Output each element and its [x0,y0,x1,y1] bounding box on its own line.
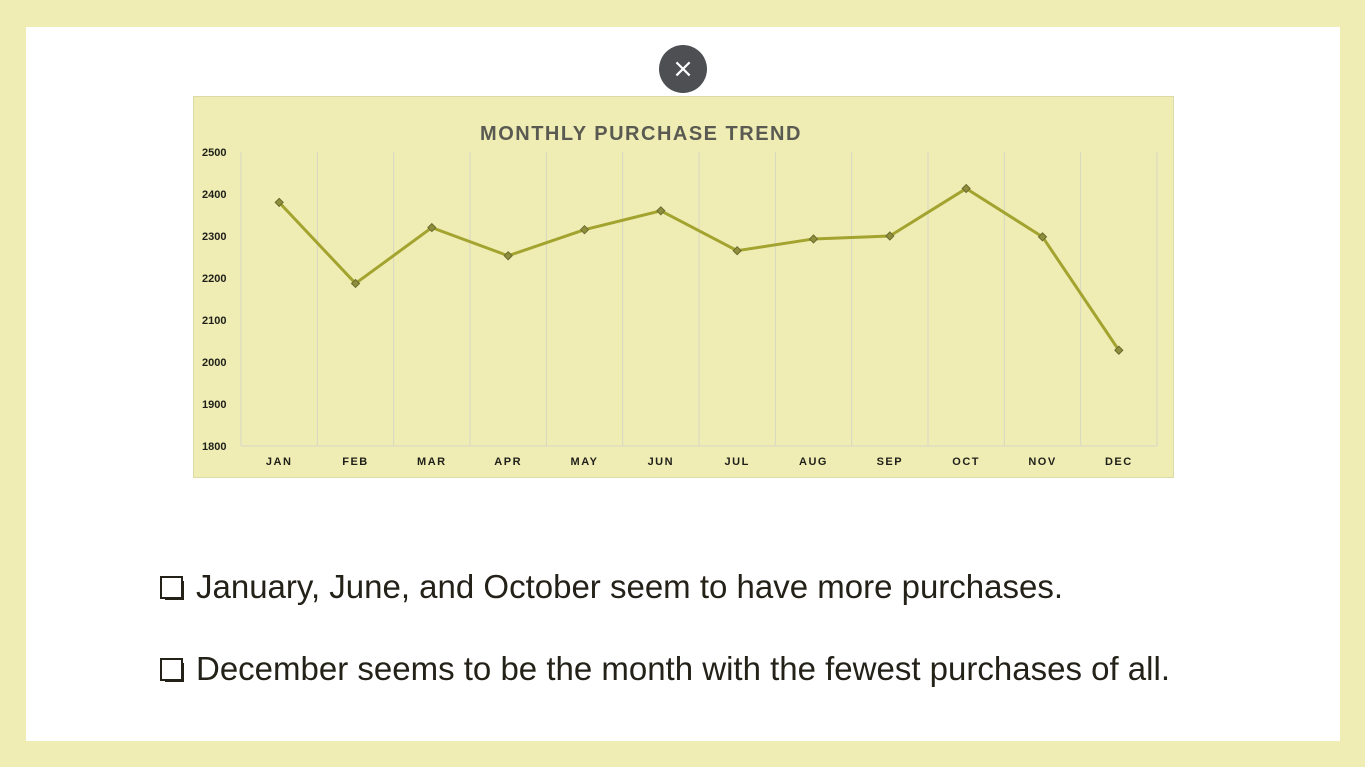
chart-title: MONTHLY PURCHASE TREND [480,123,802,145]
bullet-text: December seems to be the month with the … [196,650,1170,687]
y-tick-label: 2000 [202,357,226,369]
data-point [274,197,284,208]
checkbox-icon [160,658,184,682]
slide: × MONTHLY PURCHASE TREND 2500 2400 2300 220… [26,27,1340,741]
x-tick-label: DEC [1105,456,1133,468]
x-tick-label: MAY [571,456,599,468]
y-tick-label: 2400 [202,189,226,201]
line-chart: MONTHLY PURCHASE TREND 2500 2400 2300 2200 2… [193,96,1174,478]
y-tick-label: 2500 [202,147,226,159]
marker-layer [274,183,1124,355]
y-tick-label: 1900 [202,399,226,411]
series-line [278,187,1121,352]
data-point [961,183,971,194]
x-tick-label: JUL [725,456,750,468]
data-point [656,206,666,216]
x-tick-label: JAN [266,456,293,468]
x-tick-label: FEB [342,456,369,468]
data-point [732,245,742,256]
y-axis: 2500 2400 2300 2200 2100 2000 1900 1800 [202,147,226,453]
close-icon: × [672,54,694,84]
x-tick-label: NOV [1028,456,1056,468]
data-point [885,231,895,241]
y-tick-label: 2100 [202,315,226,327]
bullet-text: January, June, and October seem to have … [196,568,1064,605]
data-point [427,222,437,233]
series-layer [278,187,1121,352]
data-point [1114,345,1124,355]
y-tick-label: 2300 [202,231,226,243]
y-tick-label: 2200 [202,273,226,285]
close-button[interactable]: × [659,45,707,93]
x-tick-label: AUG [799,456,828,468]
checkbox-icon [160,576,184,600]
x-axis: JAN FEB MAR APR MAY JUN JUL AUG SEP OCT NOV DEC [266,456,1133,468]
chart-svg: MONTHLY PURCHASE TREND 25002400230022002… [202,123,1158,468]
bullet-item: January, June, and October seem to have … [160,565,1320,609]
data-point [503,251,513,261]
x-tick-label: OCT [952,456,980,468]
x-tick-label: JUN [648,456,675,468]
x-tick-label: SEP [877,456,904,468]
bullet-list: January, June, and October seem to have … [160,565,1320,691]
data-point [579,224,590,235]
y-tick-label: 1800 [202,441,226,453]
x-tick-label: MAR [417,456,447,468]
grid-layer [240,152,1158,447]
data-point [1037,232,1048,242]
data-point [808,234,819,244]
data-point [350,278,361,289]
x-tick-label: APR [494,456,522,468]
bullet-item: December seems to be the month with the … [160,647,1320,691]
